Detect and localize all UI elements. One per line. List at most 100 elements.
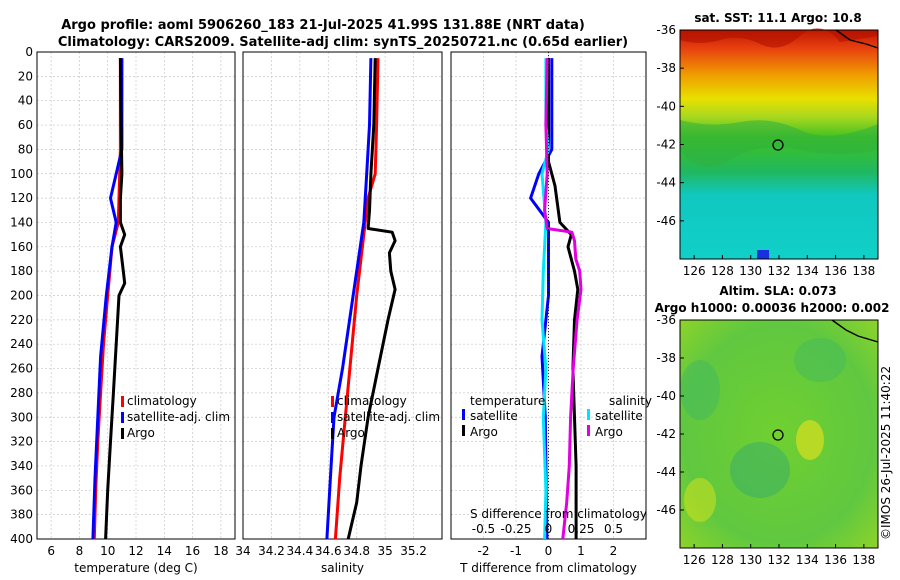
depth-tick-label: 360 — [10, 483, 33, 497]
map-y-tick-label: -38 — [656, 61, 676, 75]
sla-map-title: Altim. SLA: 0.073 — [719, 284, 836, 298]
map-x-tick-label: 130 — [739, 264, 762, 278]
map-x-tick-label: 130 — [739, 553, 762, 567]
argo-profile-figure: Argo profile: aoml 5906260_183 21-Jul-20… — [0, 0, 900, 580]
sst-map-title: sat. SST: 11.1 Argo: 10.8 — [694, 11, 861, 25]
figure-title-line1: Argo profile: aoml 5906260_183 21-Jul-20… — [61, 18, 585, 33]
map-x-tick-label: 132 — [768, 264, 791, 278]
legend-label: satellite-adj. clim — [127, 410, 230, 424]
x-tick-label: 35.2 — [400, 544, 427, 558]
s-tick-label: -0.5 — [472, 522, 495, 536]
depth-tick-label: 120 — [10, 191, 33, 205]
map-y-tick-label: -44 — [656, 176, 676, 190]
salinity-panel: 34 34.2 34.4 34.6 34.8 35 35.2 salinity climatol… — [235, 52, 442, 575]
legend-label: Argo — [337, 426, 365, 440]
s-tick-label: 0.5 — [604, 522, 623, 536]
x-axis-label: salinity — [321, 561, 364, 575]
legend-swatch — [587, 425, 590, 436]
legend-label: satellite — [470, 409, 518, 423]
imos-credit: ©IMOS 26-Jul-2025 11:40:22 — [879, 366, 893, 540]
legend-swatch — [121, 412, 124, 423]
x-tick-label: 14 — [157, 544, 172, 558]
sla-low-patch — [794, 338, 846, 382]
sst-cold-patch — [757, 250, 769, 259]
figure-title-line2: Climatology: CARS2009. Satellite-adj cli… — [58, 35, 628, 50]
map-x-tick-label: 126 — [683, 553, 706, 567]
depth-tick-label: 40 — [18, 94, 33, 108]
x-axis-label: T difference from climatology — [459, 561, 637, 575]
map-x-tick-label: 138 — [852, 553, 875, 567]
sla-low-patch — [680, 360, 720, 420]
map-y-tick-label: -40 — [656, 389, 676, 403]
x-tick-label: 34.6 — [315, 544, 342, 558]
map-y-tick-label: -36 — [656, 23, 676, 37]
x-tick-label: 2 — [610, 544, 618, 558]
map-y-tick-label: -42 — [656, 427, 676, 441]
legend-swatch — [331, 396, 334, 407]
x-tick-label: 6 — [47, 544, 55, 558]
legend-swatch — [587, 409, 590, 420]
map-x-tick-label: 132 — [768, 553, 791, 567]
x-tick-label: 34.8 — [343, 544, 370, 558]
legend-swatch — [462, 409, 465, 420]
x-tick-label: 8 — [76, 544, 84, 558]
depth-tick-label: 300 — [10, 410, 33, 424]
series-line-satellite-adj-clim — [327, 58, 371, 539]
legend-swatch — [121, 396, 124, 407]
s-tick-label: -0.25 — [500, 522, 531, 536]
x-tick-label: -2 — [478, 544, 490, 558]
difference-panel: -2 -1 0 1 2T difference from climatologyS di… — [451, 52, 652, 575]
legend-label: satellite-adj. clim — [337, 410, 440, 424]
legend-label: Argo — [595, 425, 623, 439]
x-tick-label: 1 — [577, 544, 585, 558]
depth-tick-label: 100 — [10, 167, 33, 181]
map-x-tick-label: 134 — [796, 264, 819, 278]
map-y-tick-label: -42 — [656, 138, 676, 152]
x-tick-label: 34.2 — [258, 544, 285, 558]
legend-label: climatology — [127, 394, 197, 408]
sla-low-patch — [730, 442, 790, 498]
legend-swatch — [331, 412, 334, 423]
legend-label: climatology — [337, 394, 407, 408]
x-axis-label: temperature (deg C) — [74, 561, 197, 575]
x-tick-label: 18 — [213, 544, 228, 558]
depth-tick-label: 0 — [25, 45, 33, 59]
sla-high-patch — [684, 478, 716, 522]
x-tick-label: 12 — [128, 544, 143, 558]
legend-swatch — [331, 428, 334, 439]
x-tick-label: 34.4 — [286, 544, 313, 558]
legend-swatch — [462, 425, 465, 436]
map-y-tick-label: -44 — [656, 465, 676, 479]
depth-tick-label: 80 — [18, 142, 33, 156]
map-x-tick-label: 136 — [824, 264, 847, 278]
x-tick-label: 16 — [185, 544, 200, 558]
series-line-climatology — [335, 58, 378, 539]
x-tick-label: 34 — [235, 544, 250, 558]
sla-high-patch — [796, 420, 824, 460]
legend-title-salinity: salinity — [609, 394, 652, 408]
sla-map-panel: Altim. SLA: 0.073 Argo h1000: 0.00036 h2… — [655, 284, 890, 567]
x-tick-label: -1 — [510, 544, 522, 558]
depth-tick-label: 380 — [10, 508, 33, 522]
legend-swatch — [121, 428, 124, 439]
legend-label: Argo — [470, 425, 498, 439]
map-y-tick-label: -46 — [656, 503, 676, 517]
legend-label: Argo — [127, 426, 155, 440]
depth-tick-label: 400 — [10, 532, 33, 546]
map-x-tick-label: 138 — [852, 264, 875, 278]
map-x-tick-label: 126 — [683, 264, 706, 278]
map-x-tick-label: 128 — [711, 264, 734, 278]
depth-tick-label: 240 — [10, 337, 33, 351]
legend-label: satellite — [595, 409, 643, 423]
depth-tick-label: 60 — [18, 118, 33, 132]
depth-tick-label: 260 — [10, 362, 33, 376]
sst-map-panel: sat. SST: 11.1 Argo: 10.8 126 128 130 132 13… — [656, 11, 878, 278]
map-x-tick-label: 136 — [824, 553, 847, 567]
depth-tick-label: 200 — [10, 289, 33, 303]
map-y-tick-label: -40 — [656, 99, 676, 113]
map-y-tick-label: -38 — [656, 351, 676, 365]
x-tick-label: 0 — [545, 544, 553, 558]
map-y-tick-label: -46 — [656, 214, 676, 228]
depth-tick-label: 140 — [10, 215, 33, 229]
x-tick-label: 10 — [100, 544, 115, 558]
